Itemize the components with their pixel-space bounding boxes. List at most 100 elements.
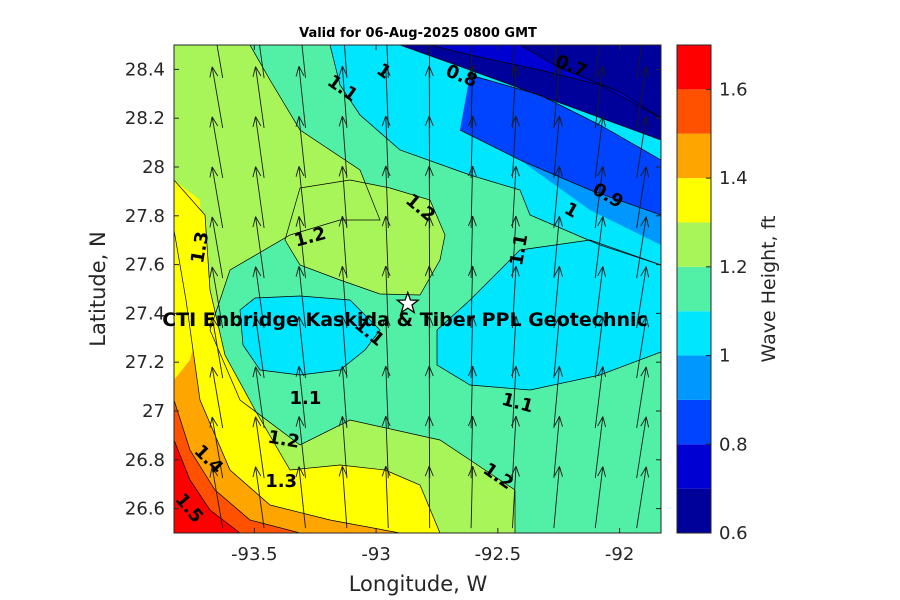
colorbar-tick-label: 0.6: [719, 523, 748, 544]
contour-line: [174, 399, 301, 533]
vector-arrow: [252, 66, 265, 129]
y-tick-label: 26.6: [125, 499, 165, 520]
x-tick-label: -92.5: [475, 544, 522, 565]
y-tick-label: 28: [142, 157, 165, 178]
vector-arrow: [252, 266, 265, 329]
colorbar-swatch: [677, 488, 711, 533]
vector-arrow: [344, 45, 348, 78]
vector-arrow: [467, 365, 477, 429]
vector-arrow: [594, 366, 607, 429]
colorbar-swatch: [677, 89, 711, 134]
vector-arrow: [594, 166, 607, 229]
colorbar-tick-label: 1.2: [719, 257, 748, 278]
vector-arrow: [636, 416, 650, 479]
vector-arrow: [594, 216, 607, 279]
y-axis-label: Latitude, N: [86, 231, 110, 347]
vector-arrow: [209, 166, 224, 229]
contour-fill-1.5: [174, 400, 300, 533]
colorbar-swatch: [677, 266, 711, 312]
vector-arrow: [636, 316, 650, 379]
site-star-icon: [395, 290, 421, 315]
vector-arrow: [553, 216, 563, 279]
contour-line: [469, 74, 661, 161]
contour-line: [436, 239, 661, 391]
contour-line: [209, 45, 516, 533]
colorbar: [676, 44, 712, 534]
colorbar-swatch: [677, 178, 711, 223]
vector-arrow: [295, 466, 306, 529]
colorbar-swatch: [677, 311, 711, 356]
vector-arrow: [252, 416, 265, 479]
y-axis-ticks: 26.6 26.8 27 27.2 27.4 27.6 27.8 28 28.2 28.4: [125, 59, 661, 520]
vector-arrow: [511, 215, 520, 279]
colorbar-swatch: [677, 222, 711, 267]
vector-arrow: [209, 416, 224, 479]
vector-arrow: [216, 45, 224, 79]
plot-frame: [173, 44, 662, 534]
colorbar-frame: [676, 44, 712, 534]
vector-arrow: [467, 165, 477, 229]
vector-arrow: [553, 66, 563, 129]
y-tick-label: 27.8: [125, 206, 165, 227]
vector-arrow: [636, 166, 650, 229]
contour-line: [429, 45, 661, 119]
vector-arrow: [252, 216, 265, 279]
vector-arrow: [553, 466, 563, 529]
colorbar-swatch: [677, 399, 711, 445]
contour-fill-1.6: [174, 440, 240, 533]
vector-arrow: [209, 66, 224, 129]
site-marker: [395, 290, 421, 315]
vector-arrow: [553, 416, 563, 479]
vector-arrow: [511, 315, 520, 379]
y-tick-label: 28.2: [125, 108, 165, 129]
contour-fill-0.9: [520, 160, 661, 245]
vector-arrow: [636, 216, 650, 279]
vector-arrow: [594, 416, 607, 479]
vector-arrow: [511, 115, 520, 179]
vector-arrow: [511, 466, 520, 529]
vector-arrow: [467, 315, 477, 379]
vector-arrow: [636, 116, 650, 179]
contour-label: 1.3: [265, 471, 297, 492]
vector-arrow: [295, 416, 306, 479]
y-tick-label: 28.4: [125, 59, 165, 80]
colorbar-tick-label: 0.8: [719, 434, 748, 455]
vector-arrow: [209, 116, 224, 179]
contour-line: [174, 179, 441, 533]
vector-arrow: [467, 215, 477, 279]
site-label: CTI Enbridge Kaskida & Tiber PPL Geotech…: [162, 309, 648, 331]
colorbar-label: Wave Height, ft: [758, 216, 780, 363]
x-tick-label: -93: [361, 544, 390, 565]
vector-arrow: [467, 65, 477, 128]
vector-arrow: [252, 366, 265, 429]
vector-arrow: [594, 116, 607, 179]
vector-arrow: [209, 366, 224, 429]
vector-arrow: [467, 465, 477, 529]
vector-arrow: [511, 165, 520, 229]
x-axis-ticks: -93.5 -93 -92.5 -92: [231, 45, 634, 565]
contour-line: [329, 45, 661, 266]
vector-arrow: [209, 216, 224, 279]
vector-arrow: [386, 45, 389, 78]
vector-arrow: [594, 45, 600, 78]
vector-arrow: [295, 116, 306, 179]
contour-fill-1.0-east: [437, 240, 661, 390]
vector-arrow: [295, 266, 306, 329]
vector-arrow: [636, 266, 650, 329]
vector-arrow: [512, 45, 515, 78]
colorbar-tick-label: 1: [719, 346, 730, 367]
contour-line: [239, 295, 381, 376]
vector-arrow: [301, 45, 306, 78]
vector-arrow: [295, 366, 306, 429]
vector-arrow: [295, 316, 306, 379]
contour-label: 1.1: [290, 388, 322, 409]
contour-fill-1.3: [174, 180, 440, 533]
contour-fill-1.2-island: [285, 180, 445, 295]
colorbar-tick-label: 1.6: [719, 79, 748, 100]
colorbar-swatch: [677, 133, 711, 179]
y-tick-label: 26.8: [125, 450, 165, 471]
vector-arrows: [209, 45, 650, 529]
vector-arrow: [553, 366, 563, 429]
colorbar-swatch: [677, 45, 711, 90]
